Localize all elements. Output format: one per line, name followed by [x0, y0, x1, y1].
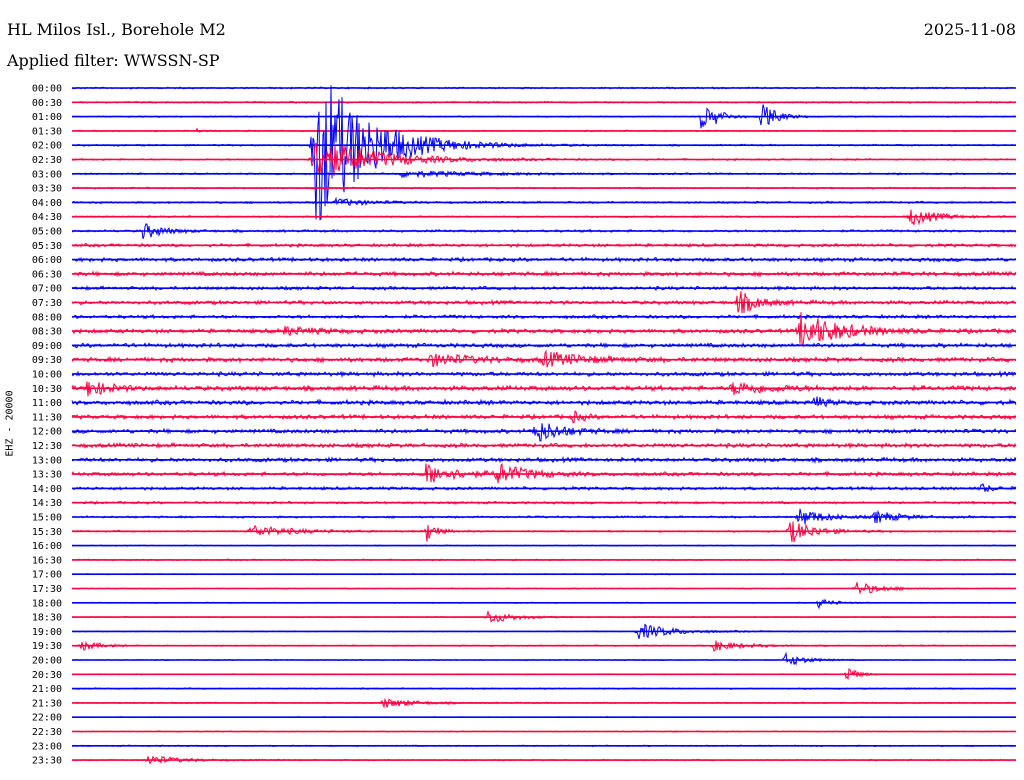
record-date: 2025-11-08: [923, 20, 1016, 39]
row-time-label: 11:00: [32, 398, 62, 409]
row-time-label: 21:30: [32, 698, 62, 709]
row-time-label: 12:00: [32, 427, 62, 438]
row-time-label: 17:30: [32, 584, 62, 595]
row-time-label: 07:00: [32, 284, 62, 295]
seismic-trace-line: [71, 423, 1017, 442]
row-time-label: 03:00: [32, 169, 62, 180]
row-time-label: 04:30: [32, 212, 62, 223]
seismic-trace-line: [71, 85, 1017, 221]
row-time-label: 14:00: [32, 484, 62, 495]
row-time-label: 17:00: [32, 570, 62, 581]
row-time-label: 01:30: [32, 126, 62, 137]
row-time-label: 19:00: [32, 627, 62, 638]
row-time-label: 22:30: [32, 727, 62, 738]
row-time-label: 06:00: [32, 255, 62, 266]
row-time-label: 07:30: [32, 298, 62, 309]
row-time-label: 21:00: [32, 684, 62, 695]
row-time-label: 09:00: [32, 341, 62, 352]
filter-label: Applied filter: WWSSN-SP: [7, 51, 220, 70]
row-time-label: 08:30: [32, 327, 62, 338]
row-time-label: 12:30: [32, 441, 62, 452]
row-time-label: 09:30: [32, 355, 62, 366]
row-time-label: 06:30: [32, 269, 62, 280]
row-time-label: 01:00: [32, 112, 62, 123]
row-time-label: 23:30: [32, 756, 62, 767]
row-time-label: 04:00: [32, 198, 62, 209]
row-time-label: 03:30: [32, 184, 62, 195]
seismic-trace-line: [71, 396, 1017, 408]
row-time-label: 19:30: [32, 641, 62, 652]
row-time-label: 15:30: [32, 527, 62, 538]
row-time-label: 20:30: [32, 670, 62, 681]
row-time-label: 16:00: [32, 541, 62, 552]
seismic-trace-line: [71, 598, 1017, 610]
row-time-label: 10:00: [32, 370, 62, 381]
seismic-trace-line: [71, 651, 1017, 666]
row-time-label: 20:00: [32, 656, 62, 667]
row-time-label: 13:00: [32, 455, 62, 466]
row-time-label: 11:30: [32, 412, 62, 423]
row-time-label: 02:00: [32, 141, 62, 152]
row-time-label: 02:30: [32, 155, 62, 166]
seismic-trace-line: [71, 582, 1017, 595]
row-time-label: 14:30: [32, 498, 62, 509]
row-time-label: 18:30: [32, 613, 62, 624]
row-time-label: 08:00: [32, 312, 62, 323]
row-time-label: 16:30: [32, 555, 62, 566]
row-time-label: 13:30: [32, 470, 62, 481]
row-time-label: 15:00: [32, 513, 62, 524]
row-time-label: 05:30: [32, 241, 62, 252]
row-time-label: 23:00: [32, 741, 62, 752]
row-time-label: 22:00: [32, 713, 62, 724]
row-time-label: 10:30: [32, 384, 62, 395]
station-title: HL Milos Isl., Borehole M2: [7, 20, 226, 39]
row-time-label: 00:00: [32, 84, 62, 95]
row-time-label: 18:00: [32, 598, 62, 609]
row-time-label: 00:30: [32, 98, 62, 109]
row-time-label: 05:00: [32, 227, 62, 238]
